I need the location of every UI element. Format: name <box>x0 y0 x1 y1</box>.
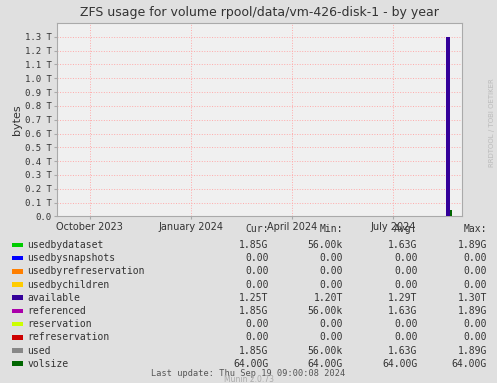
Text: 0.00: 0.00 <box>245 319 268 329</box>
Text: usedbydataset: usedbydataset <box>27 240 104 250</box>
Text: volsize: volsize <box>27 359 69 369</box>
Text: Avg:: Avg: <box>394 224 417 234</box>
Text: 0.00: 0.00 <box>320 332 343 342</box>
Text: Max:: Max: <box>464 224 487 234</box>
Text: 0.00: 0.00 <box>394 253 417 263</box>
Text: 0.00: 0.00 <box>320 253 343 263</box>
Bar <box>12 282 23 287</box>
Text: 0.00: 0.00 <box>394 332 417 342</box>
Text: available: available <box>27 293 80 303</box>
Text: usedbyrefreservation: usedbyrefreservation <box>27 266 145 277</box>
Text: 64.00G: 64.00G <box>233 359 268 369</box>
Text: RRDTOOL / TOBI OETIKER: RRDTOOL / TOBI OETIKER <box>489 78 495 167</box>
Text: 1.30T: 1.30T <box>458 293 487 303</box>
Bar <box>12 362 23 366</box>
Text: 1.63G: 1.63G <box>388 306 417 316</box>
Text: 1.25T: 1.25T <box>239 293 268 303</box>
Bar <box>12 256 23 260</box>
Text: 1.85G: 1.85G <box>239 240 268 250</box>
Text: 0.00: 0.00 <box>320 280 343 290</box>
Text: 1.85G: 1.85G <box>239 345 268 355</box>
Text: referenced: referenced <box>27 306 86 316</box>
Text: 64.00G: 64.00G <box>452 359 487 369</box>
Text: 56.00k: 56.00k <box>308 240 343 250</box>
Text: 0.00: 0.00 <box>394 266 417 277</box>
Bar <box>12 335 23 340</box>
Text: 0.00: 0.00 <box>464 280 487 290</box>
Bar <box>12 269 23 273</box>
Text: 1.20T: 1.20T <box>314 293 343 303</box>
Text: 0.00: 0.00 <box>245 253 268 263</box>
Text: 64.00G: 64.00G <box>382 359 417 369</box>
Text: usedbysnapshots: usedbysnapshots <box>27 253 115 263</box>
Bar <box>12 348 23 353</box>
Bar <box>12 296 23 300</box>
Text: 1.89G: 1.89G <box>458 345 487 355</box>
Text: 1.63G: 1.63G <box>388 240 417 250</box>
Text: 1.29T: 1.29T <box>388 293 417 303</box>
Text: usedbychildren: usedbychildren <box>27 280 109 290</box>
Text: 0.00: 0.00 <box>320 266 343 277</box>
Text: 0.00: 0.00 <box>245 280 268 290</box>
Text: 1.85G: 1.85G <box>239 306 268 316</box>
Y-axis label: bytes: bytes <box>12 105 22 135</box>
Text: 56.00k: 56.00k <box>308 306 343 316</box>
Text: 1.89G: 1.89G <box>458 240 487 250</box>
Text: 0.00: 0.00 <box>464 266 487 277</box>
Text: 0.00: 0.00 <box>245 266 268 277</box>
Text: 0.00: 0.00 <box>464 332 487 342</box>
Bar <box>12 243 23 247</box>
Text: Munin 2.0.73: Munin 2.0.73 <box>224 375 273 383</box>
Title: ZFS usage for volume rpool/data/vm-426-disk-1 - by year: ZFS usage for volume rpool/data/vm-426-d… <box>80 6 439 19</box>
Text: 0.00: 0.00 <box>394 280 417 290</box>
Text: 56.00k: 56.00k <box>308 345 343 355</box>
Bar <box>446 37 450 216</box>
Text: 0.00: 0.00 <box>464 319 487 329</box>
Text: Cur:: Cur: <box>245 224 268 234</box>
Text: 0.00: 0.00 <box>320 319 343 329</box>
Bar <box>12 322 23 326</box>
Text: Min:: Min: <box>320 224 343 234</box>
Text: reservation: reservation <box>27 319 92 329</box>
Text: 0.00: 0.00 <box>464 253 487 263</box>
Text: 0.00: 0.00 <box>394 319 417 329</box>
Text: 0.00: 0.00 <box>245 332 268 342</box>
Bar <box>450 210 452 216</box>
Text: Last update: Thu Sep 19 09:00:08 2024: Last update: Thu Sep 19 09:00:08 2024 <box>152 369 345 378</box>
Bar <box>12 309 23 313</box>
Text: 1.63G: 1.63G <box>388 345 417 355</box>
Text: refreservation: refreservation <box>27 332 109 342</box>
Text: 1.89G: 1.89G <box>458 306 487 316</box>
Text: used: used <box>27 345 51 355</box>
Text: 64.00G: 64.00G <box>308 359 343 369</box>
